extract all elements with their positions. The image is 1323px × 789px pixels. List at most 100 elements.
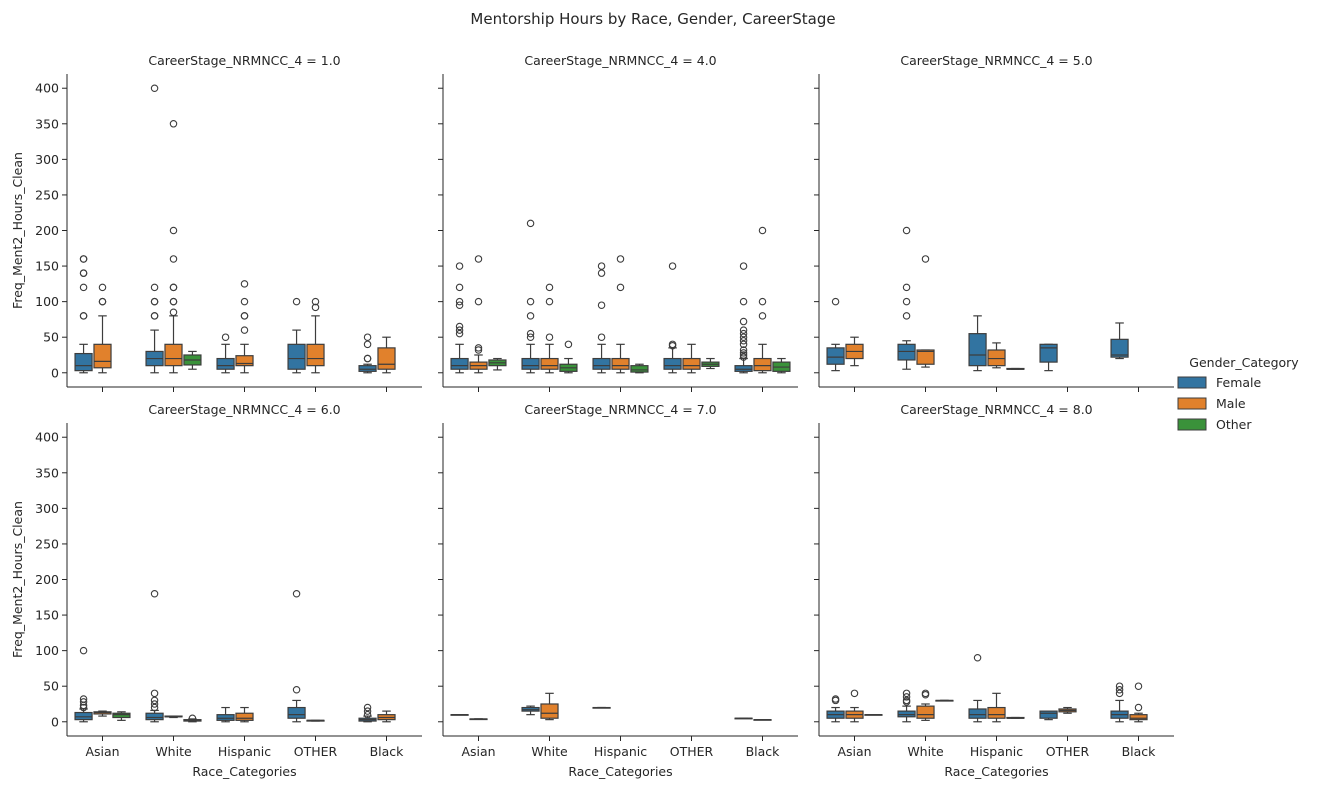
outlier-point (902, 312, 911, 320)
box-body (592, 357, 611, 370)
outlier-point (240, 326, 249, 334)
outlier-point (973, 653, 982, 662)
box-body (112, 712, 131, 719)
legend-swatch (1177, 397, 1207, 410)
outlier-point (564, 340, 573, 349)
legend: Gender_Category Female Male Other (1177, 355, 1299, 432)
box-hispanic-male (235, 706, 254, 723)
y-tick-label: 50 (43, 330, 59, 345)
outlier-point (739, 317, 748, 326)
x-tick-label: Hispanic (218, 744, 271, 759)
box-black-other (772, 357, 791, 374)
outlier-point (150, 312, 159, 320)
outlier-point (311, 297, 320, 306)
box-body (897, 710, 916, 718)
box-black-male (377, 336, 396, 374)
panel-title: CareerStage_NRMNCC_4 = 5.0 (900, 53, 1092, 68)
outlier-point (363, 703, 372, 712)
box-body (287, 343, 306, 370)
outlier-point (79, 698, 88, 706)
box-white-male (540, 283, 559, 374)
y-tick-label: 0 (51, 714, 59, 729)
box-body (216, 357, 235, 370)
y-tick-label: 50 (43, 679, 59, 694)
legend-label: Male (1216, 396, 1246, 411)
box-body (734, 365, 753, 372)
box-asian-female (74, 646, 93, 723)
legend-label: Female (1216, 375, 1262, 390)
box-other-female (1039, 343, 1058, 372)
outlier-point (739, 340, 748, 349)
box-body (1039, 343, 1058, 363)
facet-panel: CareerStage_NRMNCC_4 = 5.0 (814, 53, 1174, 392)
box-body (287, 706, 306, 719)
outlier-point (545, 333, 554, 341)
box-body (145, 712, 164, 721)
outlier-point (79, 646, 88, 655)
outlier-point (921, 689, 930, 698)
box-body (93, 343, 112, 369)
outlier-point (597, 333, 606, 341)
box-black-male (1129, 682, 1148, 723)
outlier-point (739, 351, 748, 359)
box-asian-female (74, 255, 93, 374)
box-other-female (287, 297, 306, 374)
outlier-point (739, 297, 748, 306)
box-asian-other (488, 357, 507, 371)
outlier-point (474, 297, 483, 306)
box-black-female (1110, 682, 1129, 723)
box-body (521, 357, 540, 370)
outlier-point (455, 297, 464, 306)
box-white-female (145, 84, 164, 374)
outlier-point (850, 689, 859, 698)
outlier-point (455, 301, 464, 309)
outlier-point (1115, 689, 1124, 698)
outlier-point (526, 297, 535, 306)
outlier-point (455, 262, 464, 270)
panel-title: CareerStage_NRMNCC_4 = 7.0 (524, 402, 716, 417)
outlier-point (79, 695, 88, 703)
outlier-point (150, 696, 159, 705)
chart-title: Mentorship Hours by Race, Gender, Career… (470, 10, 835, 28)
outlier-point (597, 269, 606, 277)
outlier-point (474, 344, 483, 352)
panel-title: CareerStage_NRMNCC_4 = 6.0 (148, 402, 340, 417)
box-white-other (935, 699, 954, 702)
outlier-point (169, 297, 178, 306)
box-hispanic-female (216, 706, 235, 723)
facet-panel: CareerStage_NRMNCC_4 = 7.0 Asian White Hisp… (438, 402, 798, 779)
outlier-point (79, 269, 88, 277)
box-hispanic-female (216, 333, 235, 374)
facet-panel: CareerStage_NRMNCC_4 = 1.0 0 50 100 150 200 25… (10, 53, 422, 392)
legend-title: Gender_Category (1189, 355, 1299, 370)
box-body (306, 343, 325, 367)
x-tick-label: Black (746, 744, 781, 759)
outlier-point (98, 297, 107, 306)
outlier-point (363, 710, 372, 719)
box-white-other (183, 714, 202, 723)
facet-panel: CareerStage_NRMNCC_4 = 8.0 Asian White Hisp… (814, 402, 1174, 779)
box-white-female (145, 589, 164, 723)
box-other-female (1039, 710, 1058, 721)
outlier-point (545, 283, 554, 292)
box-body (235, 712, 254, 721)
outlier-point (169, 283, 178, 292)
x-axis-label: Race_Categories (944, 764, 1048, 779)
outlier-point (526, 312, 535, 320)
box-body (1129, 714, 1148, 721)
box-black-male (753, 226, 772, 374)
outlier-point (240, 280, 249, 288)
outlier-point (902, 283, 911, 292)
outlier-point (1134, 703, 1143, 712)
box-asian-male (93, 710, 112, 717)
outlier-point (758, 226, 767, 235)
box-hispanic-female (592, 262, 611, 374)
outlier-point (739, 329, 748, 338)
outlier-point (169, 120, 178, 128)
x-tick-label: Asian (837, 744, 871, 759)
box-hispanic-male (611, 255, 630, 374)
legend-label: Other (1216, 417, 1252, 432)
x-tick-label: Hispanic (970, 744, 1023, 759)
box-hispanic-other (630, 363, 649, 374)
outlier-point (739, 349, 748, 357)
